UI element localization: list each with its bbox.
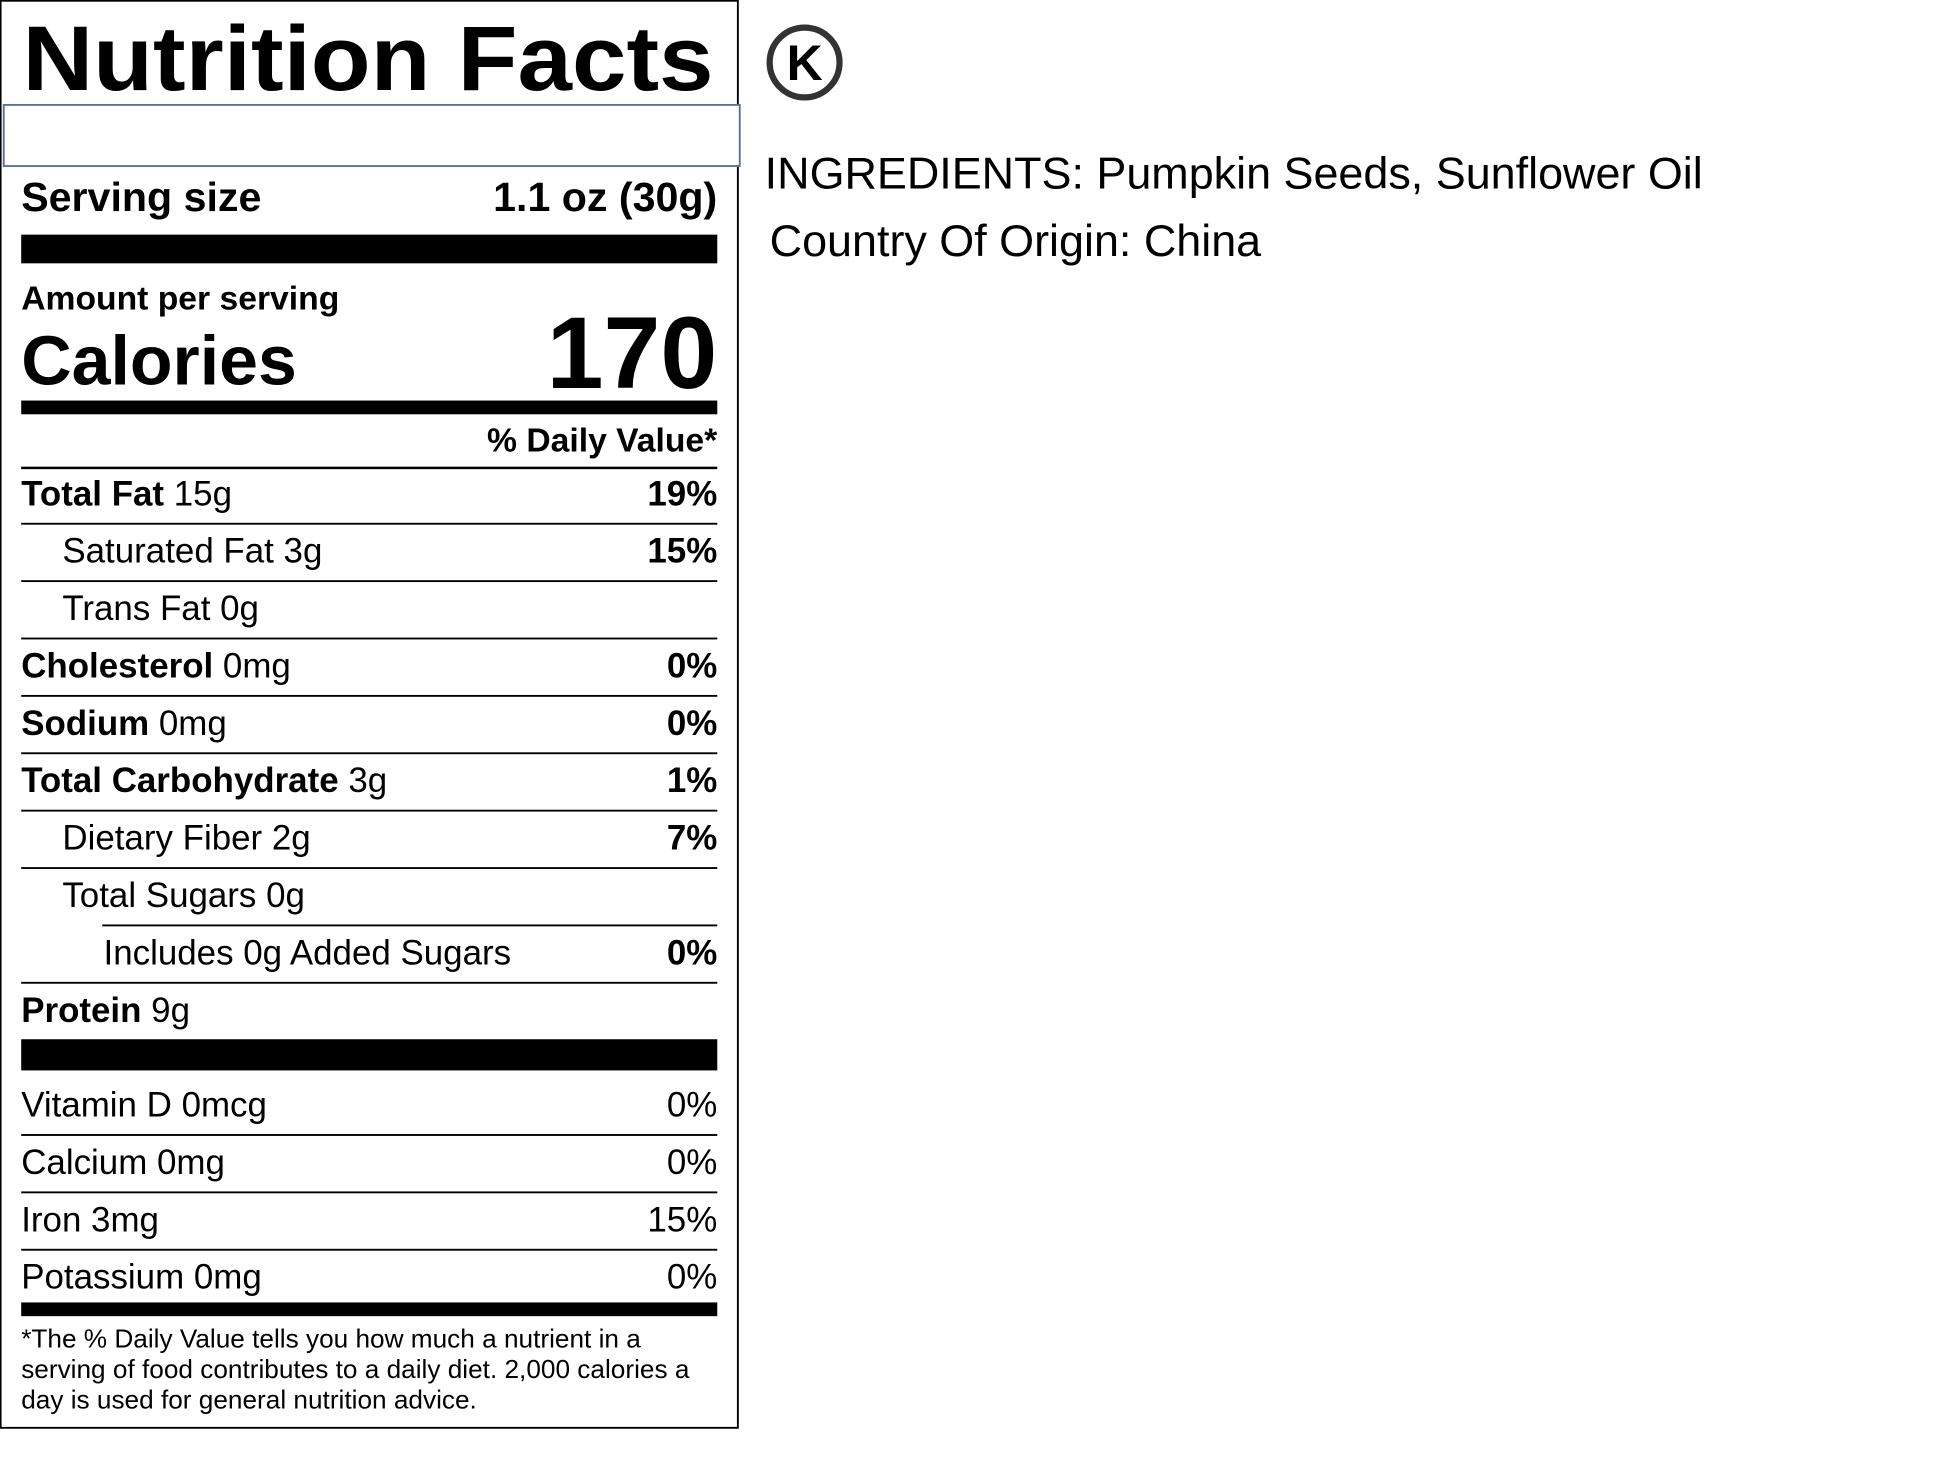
kosher-symbol: K [787,35,823,91]
nutrient-daily-value: 0% [667,704,717,743]
nutrient-name: Cholesterol 0mg [21,646,291,685]
row-divider [21,694,718,697]
row-divider [102,924,718,927]
nutrient-rows: Total Fat 15g 19% Saturated Fat 3g 15% Trans… [21,474,718,1414]
row-divider [21,867,718,869]
ingredients: INGREDIENTS: Pumpkin Seeds, Sunflower Oi… [765,147,1703,198]
nutrient-name: Sodium 0mg [21,704,227,743]
amount-per-serving: Amount per serving [21,280,339,317]
vitamin-name: Vitamin D 0mcg [21,1086,267,1125]
thick-bar [21,234,718,264]
nutrient-amount: 15g [164,474,232,513]
nutrient-name: Protein 9g [21,991,190,1030]
nutrient-amount: 0mg [149,704,227,743]
nutrient-name: Includes 0g Added Sugars [104,933,512,972]
nutrient-name: Dietary Fiber 2g [62,819,310,858]
vitamin-name: Calcium 0mg [21,1143,225,1182]
nutrient-name: Trans Fat 0g [62,589,259,628]
serving-size-value: 1.1 oz (30g) [493,174,717,220]
row-divider [21,981,718,984]
label-title: Nutrition Facts [22,6,713,110]
nutrient-amount: 3g [339,761,388,800]
row-divider [21,1191,718,1194]
row-divider [21,752,718,755]
nutrient-daily-value: 0% [667,933,717,972]
nutrient-daily-value: 15% [647,532,717,571]
nutrient-name: Saturated Fat 3g [62,532,322,571]
medium-bar [21,400,718,415]
thick-bar [21,1039,718,1071]
footnote-line: *The % Daily Value tells you how much a … [21,1323,641,1353]
nutrient-name: Total Sugars 0g [62,876,305,915]
calories-value: 170 [547,295,718,410]
kosher-circle [766,24,843,101]
vitamin-daily-value: 0% [667,1086,717,1125]
row-divider [21,580,718,583]
footnote-line: day is used for general nutrition advice… [21,1384,477,1414]
footnote-line: serving of food contributes to a daily d… [21,1354,690,1384]
row-divider [21,809,718,812]
row-divider [21,522,718,525]
nutrient-name: Total Fat 15g [21,474,232,513]
nutrient-daily-value: 19% [647,474,717,513]
row-divider [21,637,718,640]
medium-bar [21,1302,718,1317]
vitamin-daily-value: 15% [647,1200,717,1239]
vitamin-daily-value: 0% [667,1143,717,1182]
nutrient-amount: 9g [141,991,190,1030]
nutrient-name: Total Carbohydrate 3g [21,761,387,800]
nutrient-daily-value: 0% [667,646,717,685]
country-of-origin: Country Of Origin: China [770,215,1262,266]
serving-size-label: Serving size [21,174,261,220]
nutrient-daily-value: 1% [667,761,717,800]
label-border [0,0,739,1429]
daily-value-header: % Daily Value* [487,423,718,460]
vitamin-name: Iron 3mg [21,1200,159,1239]
divider [21,466,718,470]
row-divider [21,1134,718,1136]
nutrient-daily-value: 7% [667,819,717,858]
nutrient-amount: 0mg [213,646,291,685]
vitamin-daily-value: 0% [667,1258,717,1297]
overlay-box [2,103,741,167]
row-divider [21,1248,718,1251]
vitamin-name: Potassium 0mg [21,1258,262,1297]
calories-label: Calories [21,321,297,399]
